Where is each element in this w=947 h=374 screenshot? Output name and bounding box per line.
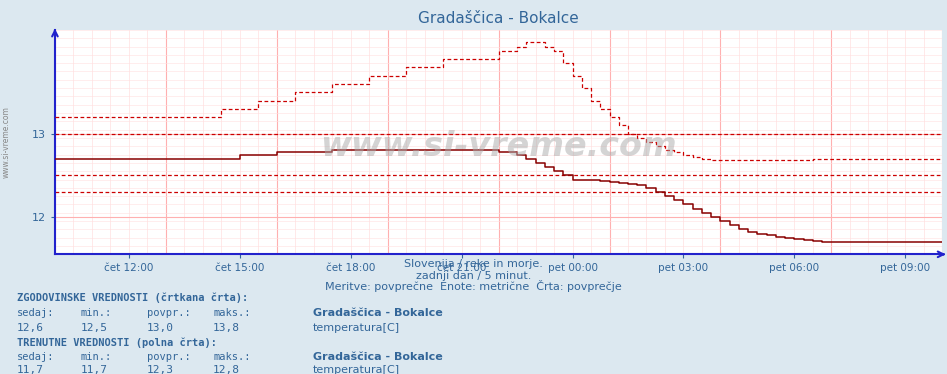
Text: 12,5: 12,5 <box>80 323 108 333</box>
Text: 13,8: 13,8 <box>213 323 241 333</box>
Text: povpr.:: povpr.: <box>147 308 190 318</box>
Text: 12,3: 12,3 <box>147 365 174 374</box>
Text: maks.:: maks.: <box>213 308 251 318</box>
Text: 12,6: 12,6 <box>17 323 45 333</box>
Text: 13,0: 13,0 <box>147 323 174 333</box>
Text: www.si-vreme.com: www.si-vreme.com <box>320 130 677 163</box>
Text: Meritve: povprečne  Enote: metrične  Črta: povprečje: Meritve: povprečne Enote: metrične Črta:… <box>325 280 622 292</box>
Text: Slovenija / reke in morje.: Slovenija / reke in morje. <box>404 260 543 269</box>
Text: maks.:: maks.: <box>213 352 251 362</box>
Text: zadnji dan / 5 minut.: zadnji dan / 5 minut. <box>416 271 531 280</box>
Text: temperatura[C]: temperatura[C] <box>313 323 400 333</box>
Text: 12,8: 12,8 <box>213 365 241 374</box>
Text: www.si-vreme.com: www.si-vreme.com <box>2 106 11 178</box>
Text: min.:: min.: <box>80 308 112 318</box>
Text: 11,7: 11,7 <box>17 365 45 374</box>
Text: temperatura[C]: temperatura[C] <box>313 365 400 374</box>
Text: sedaj:: sedaj: <box>17 308 55 318</box>
Text: sedaj:: sedaj: <box>17 352 55 362</box>
Text: ZGODOVINSKE VREDNOSTI (črtkana črta):: ZGODOVINSKE VREDNOSTI (črtkana črta): <box>17 292 248 303</box>
Text: TRENUTNE VREDNOSTI (polna črta):: TRENUTNE VREDNOSTI (polna črta): <box>17 337 217 348</box>
Text: min.:: min.: <box>80 352 112 362</box>
Text: Gradaščica - Bokalce: Gradaščica - Bokalce <box>313 308 442 318</box>
Text: 11,7: 11,7 <box>80 365 108 374</box>
Text: Gradaščica - Bokalce: Gradaščica - Bokalce <box>313 352 442 362</box>
Title: Gradaščica - Bokalce: Gradaščica - Bokalce <box>419 11 579 26</box>
Text: povpr.:: povpr.: <box>147 352 190 362</box>
